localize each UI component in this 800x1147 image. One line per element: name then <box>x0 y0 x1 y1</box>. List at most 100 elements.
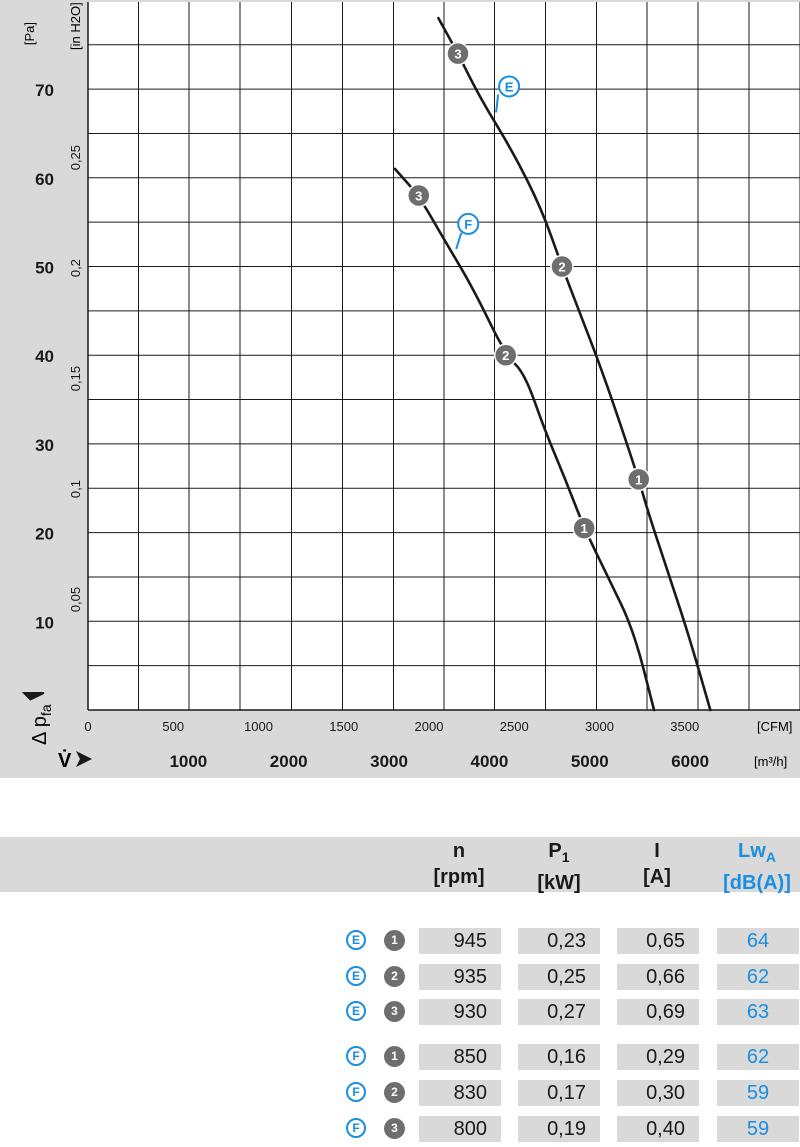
curve-marker <box>626 467 651 492</box>
curve-badge: F <box>346 1118 366 1138</box>
x-tick-label-cfm: 1000 <box>244 719 273 734</box>
x-ticks-cfm: 0 500 1000 1500 2000 2500 3000 3500 <box>84 719 699 734</box>
cell-n: 850 <box>419 1044 501 1070</box>
curve-badge: F <box>346 1046 366 1066</box>
x-axis-arrow <box>76 751 92 767</box>
annotation-badge <box>457 212 480 235</box>
point-badge: 3 <box>384 1118 405 1139</box>
table-row: E 2 935 0,25 0,66 62 <box>0 964 800 992</box>
cell-p1: 0,16 <box>518 1044 600 1070</box>
x-unit-cfm: [CFM] <box>757 719 792 734</box>
y-tick-label-pa: 30 <box>35 436 54 455</box>
x-ticks-m3h: 1000 2000 3000 4000 5000 6000 <box>169 752 709 771</box>
cell-n: 935 <box>419 964 501 990</box>
y-tick-label-pa: 50 <box>35 259 54 278</box>
curve-marker <box>550 254 574 279</box>
cell-i: 0,66 <box>617 964 699 990</box>
cell-lwa: 62 <box>717 1044 799 1070</box>
point-badge: 2 <box>384 966 405 987</box>
y-axis-symbol: Δ pfa <box>29 704 54 745</box>
x-tick-label-m3h: 5000 <box>571 752 609 771</box>
y-tick-label-inh2o: 0,15 <box>68 366 83 391</box>
cell-n: 945 <box>419 928 501 954</box>
table-row: F 2 830 0,17 0,30 59 <box>0 1080 800 1108</box>
point-badge: 1 <box>384 930 405 951</box>
point-badge: 3 <box>384 1001 405 1022</box>
col-header-lwa: LwA [dB(A)] <box>723 840 791 894</box>
annotation-leader <box>455 232 463 250</box>
curve-marker-label: 1 <box>581 521 588 536</box>
cell-i: 0,29 <box>617 1044 699 1070</box>
y-tick-label-inh2o: 0,1 <box>68 480 83 498</box>
x-unit-m3h: [m³/h] <box>754 754 787 769</box>
col-header-i: I [A] <box>643 840 671 888</box>
curve-F <box>393 167 656 712</box>
y-tick-label-pa: 40 <box>35 347 54 366</box>
cell-lwa: 63 <box>717 999 799 1025</box>
point-badge: 1 <box>384 1046 405 1067</box>
y-axis-arrow <box>21 692 45 701</box>
table-row: E 3 930 0,27 0,69 63 <box>0 999 800 1027</box>
cell-lwa: 59 <box>717 1080 799 1106</box>
x-tick-label-cfm: 2000 <box>415 719 444 734</box>
cell-n: 830 <box>419 1080 501 1106</box>
y-tick-label-inh2o: 0,2 <box>68 259 83 277</box>
x-tick-label-cfm: 3000 <box>585 719 614 734</box>
cell-p1: 0,19 <box>518 1116 600 1142</box>
x-tick-label-cfm: 500 <box>162 719 184 734</box>
x-tick-label-cfm: 2500 <box>500 719 529 734</box>
cell-n: 800 <box>419 1116 501 1142</box>
table-row: F 1 850 0,16 0,29 62 <box>0 1044 800 1072</box>
table-header-bar <box>0 837 800 892</box>
x-tick-label-m3h: 4000 <box>470 752 508 771</box>
cell-n: 930 <box>419 999 501 1025</box>
curve-badge: F <box>346 1082 366 1102</box>
y-tick-label-inh2o: 0,25 <box>68 145 83 170</box>
table-row: E 1 945 0,23 0,65 64 <box>0 928 800 956</box>
x-tick-label-m3h: 6000 <box>671 752 709 771</box>
curve-badge: E <box>346 930 366 950</box>
y-ticks-inh2o: 0,05 0,1 0,15 0,2 0,25 <box>68 145 83 612</box>
curve-marker-label: 2 <box>558 260 565 275</box>
curve-E <box>437 16 712 712</box>
cell-i: 0,40 <box>617 1116 699 1142</box>
cell-p1: 0,27 <box>518 999 600 1025</box>
x-tick-label-cfm: 3500 <box>670 719 699 734</box>
x-tick-label-cfm: 1500 <box>329 719 358 734</box>
cell-i: 0,69 <box>617 999 699 1025</box>
curve-marker-label: 3 <box>454 47 461 62</box>
y-tick-label-pa: 70 <box>35 81 54 100</box>
x-tick-label-m3h: 3000 <box>370 752 408 771</box>
point-badge: 2 <box>384 1082 405 1103</box>
curve-marker-label: 2 <box>502 348 509 363</box>
y-ticks-pa: 10 20 30 40 50 60 70 <box>35 81 54 632</box>
cell-p1: 0,17 <box>518 1080 600 1106</box>
x-tick-label-m3h: 2000 <box>270 752 308 771</box>
cell-i: 0,30 <box>617 1080 699 1106</box>
x-tick-label-cfm: 0 <box>84 719 91 734</box>
x-tick-label-m3h: 1000 <box>169 752 207 771</box>
curve-marker <box>446 41 470 66</box>
curve-annotations: EF <box>455 75 521 250</box>
y-unit-inh2o: [in H2O] <box>68 2 83 50</box>
curve-marker-label: 3 <box>415 189 422 204</box>
curve-badge: E <box>346 1001 366 1021</box>
curves <box>393 16 712 712</box>
col-header-p1: P1 [kW] <box>537 840 581 894</box>
curve-badge: E <box>346 966 366 986</box>
cell-i: 0,65 <box>617 928 699 954</box>
annotation-label: E <box>505 79 514 94</box>
y-tick-label-pa: 60 <box>35 170 54 189</box>
cell-p1: 0,23 <box>518 928 600 954</box>
curve-marker <box>572 516 596 540</box>
x-axis-symbol: V̇ <box>58 748 72 772</box>
cell-lwa: 59 <box>717 1116 799 1142</box>
y-tick-label-pa: 20 <box>35 525 54 544</box>
cell-p1: 0,25 <box>518 964 600 990</box>
curve-marker <box>493 343 518 367</box>
y-tick-label-inh2o: 0,05 <box>68 587 83 612</box>
y-unit-pa: [Pa] <box>22 22 37 45</box>
performance-chart: 0 500 1000 1500 2000 2500 3000 3500 1000 2000 300… <box>0 0 800 778</box>
col-header-n: n [rpm] <box>433 840 485 888</box>
table-row: F 3 800 0,19 0,40 59 <box>0 1116 800 1144</box>
